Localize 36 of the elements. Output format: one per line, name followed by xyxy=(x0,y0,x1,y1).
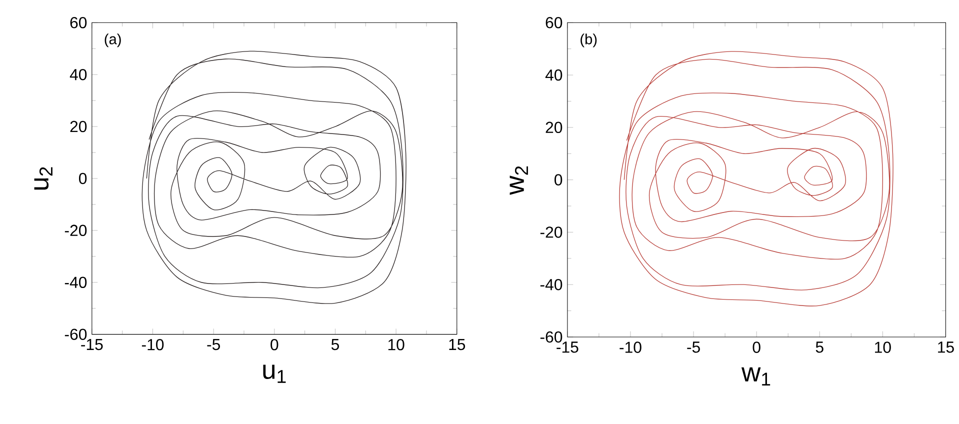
y-tick-label: -60 xyxy=(540,332,562,343)
y-tick-label: -60 xyxy=(64,328,87,340)
line-series xyxy=(619,51,894,306)
y-axis-title: u$_{2}$ xyxy=(34,167,52,190)
y-tick-label: 0 xyxy=(79,173,87,184)
x-tick-label: -5 xyxy=(687,342,700,353)
y-tick-label: 60 xyxy=(546,17,562,28)
x-tick-label: -10 xyxy=(620,342,642,354)
x-tick-label: 5 xyxy=(816,342,824,353)
annotation: (b) xyxy=(580,34,597,48)
x-tick-label: -15 xyxy=(81,339,103,350)
y-axis-title: w$_{2}$ xyxy=(510,166,528,196)
x-tick-label: 10 xyxy=(388,339,404,350)
x-tick-label: 0 xyxy=(752,342,760,354)
x-axis-title: w$_{1}$ xyxy=(741,368,770,386)
x-tick-label: 15 xyxy=(449,339,466,350)
annotation: (a) xyxy=(104,34,121,48)
x-tick-label: 15 xyxy=(938,342,954,353)
line-series xyxy=(142,51,406,304)
y-tick-label: -20 xyxy=(540,226,562,238)
y-tick-label: -40 xyxy=(540,279,562,290)
x-tick-label: -5 xyxy=(207,339,220,350)
x-tick-label: -10 xyxy=(142,339,164,350)
y-tick-label: 60 xyxy=(70,17,87,28)
y-tick-label: 20 xyxy=(546,122,562,134)
x-axis-title: u$_{1}$ xyxy=(263,364,286,384)
y-tick-label: -20 xyxy=(64,225,87,236)
y-tick-label: 40 xyxy=(70,69,87,80)
x-tick-label: 10 xyxy=(875,342,891,354)
y-tick-label: 0 xyxy=(554,174,562,186)
x-tick-label: 5 xyxy=(331,339,339,350)
x-tick-label: 0 xyxy=(270,339,278,350)
x-tick-label: -15 xyxy=(556,342,578,353)
y-tick-label: 20 xyxy=(70,121,87,132)
y-tick-label: 40 xyxy=(545,70,562,81)
y-tick-label: -40 xyxy=(64,276,87,288)
